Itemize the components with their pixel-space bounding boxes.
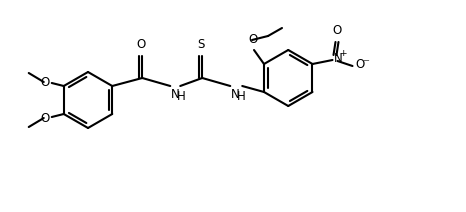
Text: O: O — [333, 24, 342, 37]
Text: N: N — [231, 88, 240, 101]
Text: S: S — [198, 38, 205, 51]
Text: N: N — [334, 53, 342, 66]
Text: O: O — [356, 59, 365, 71]
Text: O: O — [41, 112, 50, 124]
Text: H: H — [237, 90, 246, 103]
Text: +: + — [340, 49, 347, 57]
Text: ⁻: ⁻ — [363, 57, 370, 71]
Text: O: O — [41, 75, 50, 88]
Text: N: N — [171, 88, 180, 101]
Text: O: O — [137, 38, 146, 51]
Text: O: O — [248, 33, 258, 46]
Text: H: H — [177, 90, 186, 103]
